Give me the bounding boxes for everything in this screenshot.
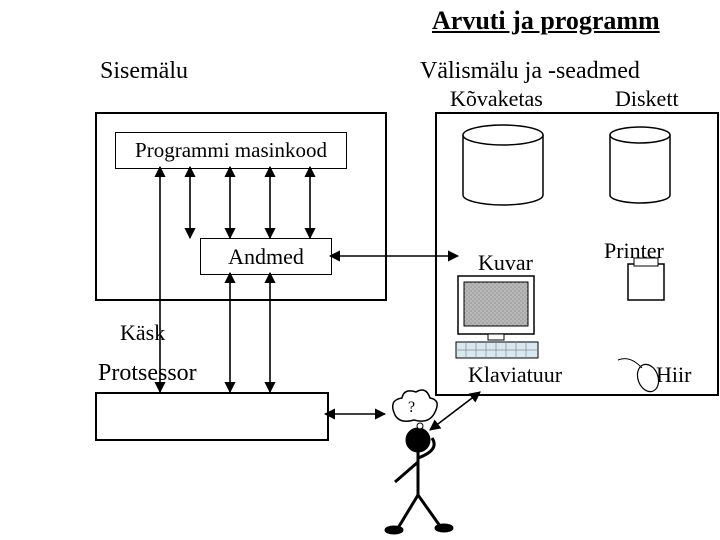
hiir-label: Hiir <box>656 362 691 388</box>
diskett-label: Diskett <box>615 86 679 112</box>
klaviatuur-label: Klaviatuur <box>468 362 562 388</box>
kuvar-label: Kuvar <box>478 250 533 276</box>
valismalu-heading: Välismälu ja -seadmed <box>420 58 640 85</box>
programmi-box: Programmi masinkood <box>115 132 347 169</box>
protsessor-label: Protsessor <box>98 360 197 387</box>
andmed-label: Andmed <box>228 244 304 269</box>
kask-label: Käsk <box>120 320 165 346</box>
svg-text:?: ? <box>408 399 415 416</box>
page-title: Arvuti ja programm <box>432 6 660 36</box>
andmed-box: Andmed <box>200 238 332 275</box>
printer-label: Printer <box>604 238 664 264</box>
failid1-label: Failid <box>478 168 529 194</box>
programmi-label: Programmi masinkood <box>135 138 327 162</box>
failid2-label: Failid <box>614 168 665 194</box>
protsessor-box <box>95 392 329 441</box>
kovaketas-label: Kõvaketas <box>450 86 543 112</box>
person-thinking-icon: ? <box>386 390 452 533</box>
sisemalu-heading: Sisemälu <box>100 58 188 85</box>
